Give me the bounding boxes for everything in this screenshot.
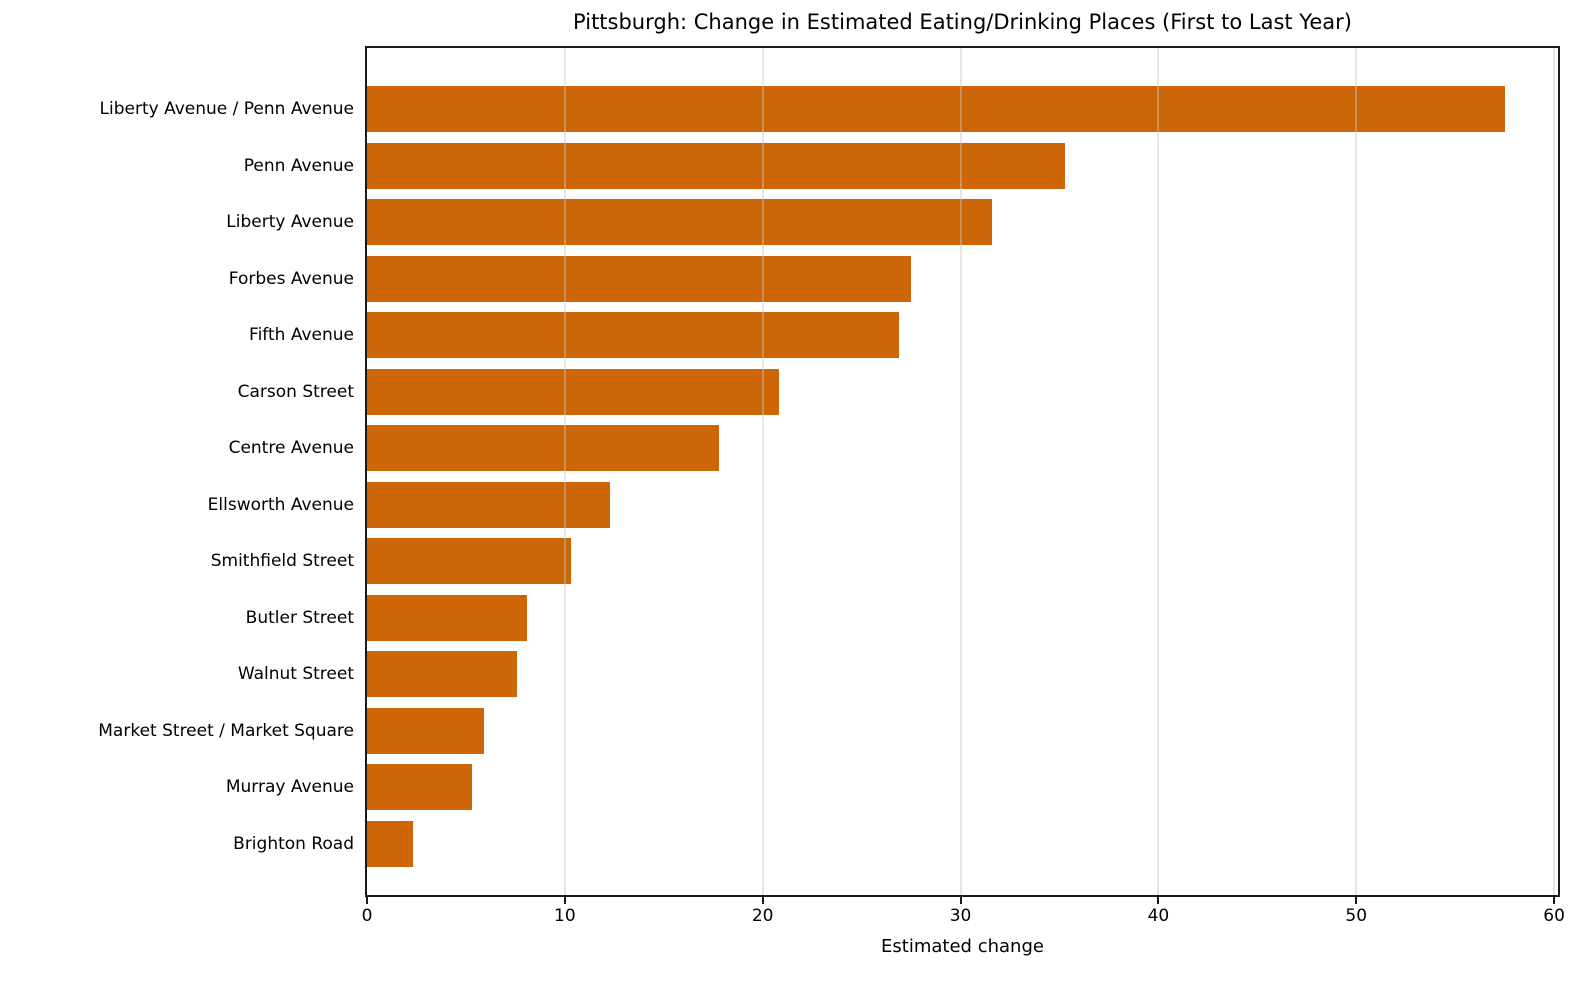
ytick-label: Liberty Avenue / Penn Avenue: [99, 99, 354, 119]
bar-fifth-avenue: [367, 312, 900, 358]
bar-brighton-road: [367, 820, 413, 867]
xtick-label: 10: [554, 906, 576, 926]
xtick-label: 30: [949, 906, 972, 926]
xtick-label: 40: [1147, 906, 1170, 926]
bar-penn-avenue: [367, 142, 1066, 189]
chart-title: Pittsburgh: Change in Estimated Eating/D…: [573, 10, 1352, 34]
xtick-mark: [1355, 897, 1358, 904]
ytick-label: Market Street / Market Square: [98, 720, 354, 741]
bar-market-street-market-square: [367, 707, 484, 754]
ytick-label: Walnut Street: [237, 664, 354, 684]
bar-smithfield-street: [367, 538, 571, 584]
gridline-x-20: [761, 48, 764, 895]
xtick-mark: [1553, 897, 1556, 904]
xtick-mark: [1157, 897, 1160, 904]
ytick-label: Forbes Avenue: [228, 268, 354, 289]
gridline-x-50: [1355, 48, 1358, 895]
bar-forbes-avenue: [367, 255, 912, 302]
gridline-x-40: [1157, 48, 1160, 895]
bar-carson-street: [367, 368, 779, 415]
bar-butler-street: [367, 594, 528, 641]
ytick-label: Smithfield Street: [210, 551, 354, 571]
xtick-mark: [366, 897, 368, 904]
xtick-label: 60: [1543, 906, 1565, 926]
ytick-label: Penn Avenue: [243, 155, 354, 176]
xtick-label: 0: [361, 906, 373, 926]
gridline-x-60: [1553, 48, 1556, 895]
ytick-label: Liberty Avenue: [226, 212, 354, 232]
xtick-label: 20: [751, 906, 774, 926]
ytick-label: Brighton Road: [233, 833, 354, 854]
ytick-label: Centre Avenue: [228, 438, 354, 458]
xtick-label: 50: [1345, 906, 1368, 926]
bar-liberty-avenue: [367, 199, 993, 245]
ytick-label: Butler Street: [245, 607, 354, 628]
gridline-x-30: [959, 48, 962, 895]
xtick-mark: [563, 897, 566, 904]
x-axis-label: Estimated change: [881, 936, 1044, 957]
plot-area: [365, 46, 1560, 897]
bar-centre-avenue: [367, 425, 720, 471]
xtick-mark: [761, 897, 764, 904]
xtick-mark: [959, 897, 962, 904]
bar-walnut-street: [367, 651, 518, 697]
gridline-x-10: [563, 48, 566, 895]
ytick-label: Fifth Avenue: [249, 325, 354, 345]
ytick-label: Ellsworth Avenue: [207, 494, 354, 515]
bar-liberty-avenue-penn-avenue: [367, 86, 1505, 132]
bar-murray-avenue: [367, 764, 472, 810]
bar-ellsworth-avenue: [367, 481, 611, 528]
ytick-label: Carson Street: [237, 381, 354, 402]
ytick-label: Murray Avenue: [225, 777, 354, 797]
